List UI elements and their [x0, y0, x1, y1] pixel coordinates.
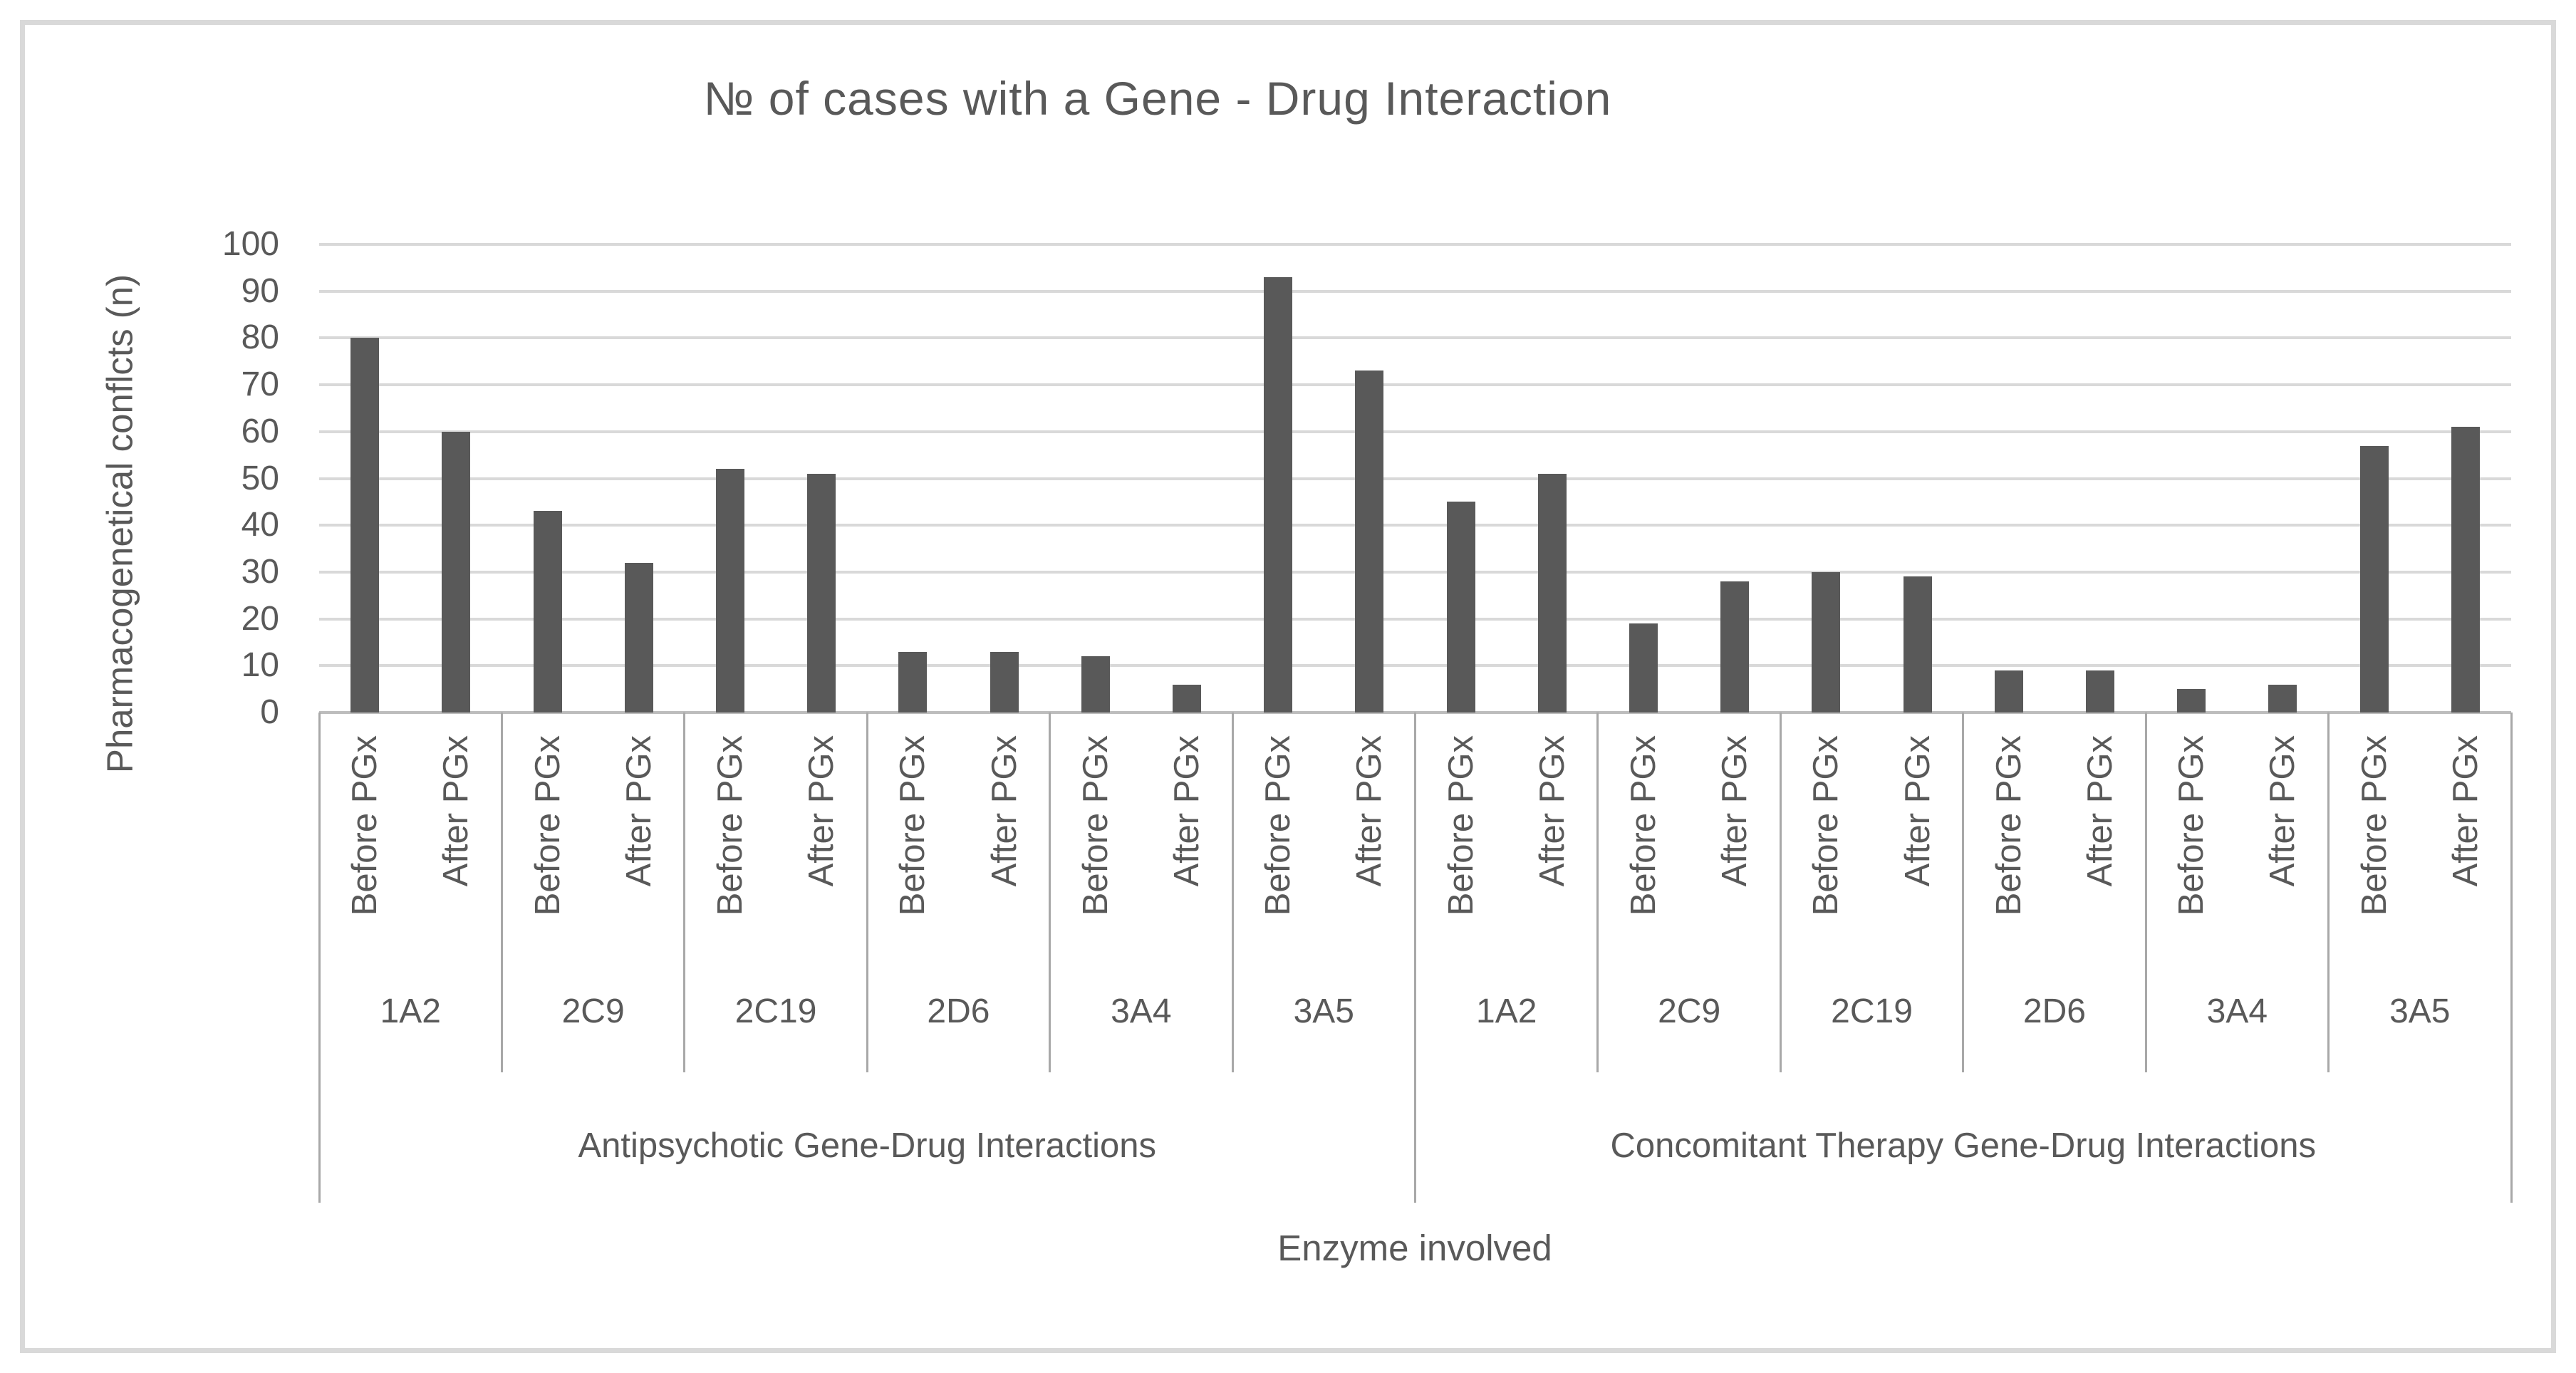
bar — [1446, 502, 1475, 713]
bar-series-label: After PGx — [2446, 735, 2485, 887]
x-axis-title: Enzyme involved — [1277, 1228, 1552, 1268]
bar — [1537, 473, 1567, 713]
bar-series-label: After PGx — [2263, 735, 2302, 887]
bar — [715, 469, 744, 713]
gridline — [319, 617, 2511, 621]
enzyme-label: 2C9 — [1658, 993, 1721, 1030]
group-label: Concomitant Therapy Gene-Drug Interactio… — [1610, 1126, 2316, 1165]
bar-series-label: After PGx — [2081, 735, 2120, 887]
bar — [442, 431, 471, 713]
y-tick-label: 60 — [241, 412, 279, 450]
y-tick-label: 70 — [241, 366, 279, 404]
bar — [533, 511, 562, 713]
bar — [990, 651, 1019, 713]
gridline — [319, 243, 2511, 246]
category-divider — [2327, 713, 2330, 1072]
category-divider — [1414, 713, 1416, 1203]
bar — [1081, 656, 1110, 713]
gridline — [319, 383, 2511, 387]
bar-series-label: After PGx — [437, 735, 476, 887]
bar-series-label: Before PGx — [2354, 735, 2394, 916]
enzyme-label: 3A4 — [2206, 993, 2268, 1030]
bar-series-label: After PGx — [1532, 735, 1572, 887]
enzyme-label: 1A2 — [380, 993, 441, 1030]
bar — [1629, 623, 1658, 713]
bar-series-label: After PGx — [802, 735, 841, 887]
bar — [1903, 576, 1932, 713]
enzyme-label: 1A2 — [1476, 993, 1537, 1030]
enzyme-label: 2C19 — [734, 993, 817, 1030]
bar — [624, 562, 653, 713]
enzyme-label: 2C9 — [561, 993, 625, 1030]
enzyme-label: 3A5 — [1293, 993, 1354, 1030]
y-tick-label: 100 — [222, 225, 279, 263]
bar-series-label: Before PGx — [1259, 735, 1298, 916]
enzyme-label: 2D6 — [927, 993, 990, 1030]
y-tick-label: 40 — [241, 506, 279, 544]
y-tick-label: 0 — [260, 693, 279, 731]
bar-series-label: Before PGx — [710, 735, 749, 916]
category-divider — [1962, 713, 1965, 1072]
bar — [1812, 571, 1841, 713]
bar — [1355, 371, 1384, 713]
bar-series-label: After PGx — [619, 735, 658, 887]
y-tick-label: 80 — [241, 318, 279, 357]
gridline — [319, 570, 2511, 574]
bar-series-label: After PGx — [1350, 735, 1389, 887]
bar-series-label: Before PGx — [1807, 735, 1846, 916]
y-axis-title: Pharmacogenetical conflcts (n) — [99, 274, 140, 774]
bar-series-label: After PGx — [1898, 735, 1937, 887]
bar-series-label: Before PGx — [1989, 735, 2028, 916]
category-divider — [683, 713, 686, 1072]
category-divider — [318, 713, 321, 1203]
gridline — [319, 336, 2511, 340]
gridline — [319, 477, 2511, 480]
y-tick-label: 30 — [241, 552, 279, 591]
chart-title: № of cases with a Gene - Drug Interactio… — [703, 72, 1612, 125]
y-tick-label: 90 — [241, 271, 279, 310]
bar-series-label: After PGx — [1715, 735, 1755, 887]
bar — [350, 338, 380, 713]
gridline — [319, 289, 2511, 293]
category-divider — [1779, 713, 1782, 1072]
bar-series-label: Before PGx — [1076, 735, 1115, 916]
bar-series-label: Before PGx — [1624, 735, 1663, 916]
bar — [1172, 684, 1201, 713]
category-divider — [2144, 713, 2147, 1072]
bar — [1994, 670, 2023, 713]
bar-series-label: After PGx — [985, 735, 1024, 887]
enzyme-label: 2C19 — [1831, 993, 1913, 1030]
bar-series-label: After PGx — [1167, 735, 1206, 887]
bar — [898, 651, 928, 713]
bar-series-label: Before PGx — [893, 735, 933, 916]
category-divider — [866, 713, 868, 1072]
enzyme-label: 2D6 — [2022, 993, 2086, 1030]
bar — [2268, 684, 2297, 713]
bar — [2451, 427, 2480, 713]
gridline — [319, 524, 2511, 527]
category-divider — [500, 713, 503, 1072]
y-tick-label: 20 — [241, 599, 279, 638]
bar-series-label: Before PGx — [346, 735, 385, 916]
y-tick-label: 50 — [241, 459, 279, 497]
bar — [1720, 581, 1750, 713]
bar — [1264, 276, 1293, 713]
category-divider — [1049, 713, 1051, 1072]
category-divider — [2510, 713, 2513, 1203]
category-divider — [1231, 713, 1234, 1072]
bar — [2177, 689, 2206, 713]
category-divider — [1596, 713, 1599, 1072]
group-label: Antipsychotic Gene-Drug Interactions — [578, 1126, 1157, 1165]
bar — [2086, 670, 2115, 713]
bar-series-label: Before PGx — [1441, 735, 1480, 916]
gridline — [319, 664, 2511, 668]
bar-series-label: Before PGx — [2172, 735, 2211, 916]
bar — [807, 473, 836, 713]
bar-series-label: Before PGx — [528, 735, 567, 916]
enzyme-label: 3A5 — [2389, 993, 2451, 1030]
y-tick-label: 10 — [241, 646, 279, 685]
bar — [2359, 445, 2389, 713]
enzyme-label: 3A4 — [1111, 993, 1172, 1030]
gridline — [319, 430, 2511, 433]
